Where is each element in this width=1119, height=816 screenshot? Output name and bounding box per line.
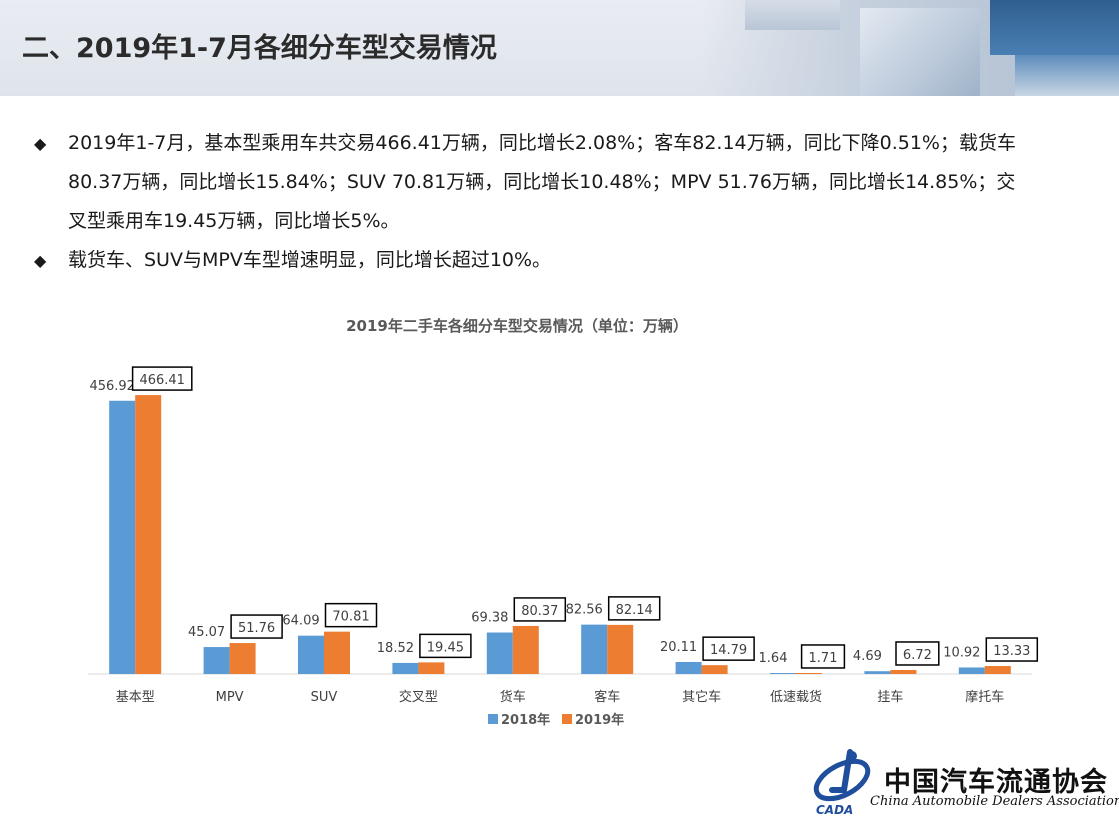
x-tick-label: 货车 <box>500 689 526 705</box>
decorative-cube <box>745 0 840 30</box>
legend-label-2018: 2018年 <box>501 712 550 728</box>
bar-2019 <box>890 669 917 674</box>
data-label-2018: 18.52 <box>377 641 414 656</box>
data-label-2018: 45.07 <box>188 625 225 640</box>
bullet-list: ◆ 2019年1-7月，基本型乘用车共交易466.41万辆，同比增长2.08%；… <box>34 124 1034 280</box>
data-label-box <box>702 636 755 661</box>
data-label-2019: 14.79 <box>710 643 747 658</box>
bar-2019 <box>607 624 634 674</box>
bar-2019 <box>418 662 445 674</box>
data-label-2019: 19.45 <box>427 640 464 655</box>
bullet-item: ◆ 载货车、SUV与MPV车型增速明显，同比增长超过10%。 <box>34 241 1034 280</box>
x-tick-label: SUV <box>311 690 338 705</box>
bar-2019 <box>512 625 539 674</box>
data-label-2018: 69.38 <box>471 611 508 626</box>
data-label-box <box>607 596 661 621</box>
bar-2018 <box>109 400 136 674</box>
data-label-box <box>324 602 378 628</box>
data-label-2019: 80.37 <box>521 604 558 619</box>
bar-2018 <box>675 661 702 674</box>
cada-logo: CADA 中国汽车流通协会 China Automobile Dealers A… <box>808 742 1119 816</box>
bullet-text: 载货车、SUV与MPV车型增速明显，同比增长超过10%。 <box>68 249 552 271</box>
data-label-box <box>419 633 472 659</box>
header-band: 二、2019年1-7月各细分车型交易情况 <box>0 0 1119 96</box>
association-name: 中国汽车流通协会 <box>884 767 1108 798</box>
bar-2018 <box>581 624 608 674</box>
bar-2019 <box>984 666 1011 674</box>
bar-2018 <box>770 673 796 674</box>
data-label-2018: 82.56 <box>566 603 603 618</box>
diamond-bullet-icon: ◆ <box>34 134 47 153</box>
bar-2018 <box>864 671 891 674</box>
bar-2018 <box>298 635 324 674</box>
data-label-2018: 4.69 <box>853 649 882 664</box>
x-tick-label: 客车 <box>594 689 620 705</box>
legend-swatch-2018 <box>488 714 498 724</box>
bar-2019 <box>796 672 822 674</box>
bullet-text: 2019年1-7月，基本型乘用车共交易466.41万辆，同比增长2.08%；客车… <box>68 132 1016 232</box>
bar-2019 <box>324 631 350 674</box>
bar-2019 <box>135 395 162 674</box>
data-label-2018: 1.64 <box>759 651 788 666</box>
data-label-2019: 70.81 <box>332 610 369 625</box>
data-label-2019: 466.41 <box>139 373 185 388</box>
data-label-2018: 456.92 <box>89 379 135 394</box>
diamond-bullet-icon: ◆ <box>34 251 47 270</box>
data-label-2018: 20.11 <box>660 640 697 655</box>
bar-2019 <box>229 643 256 674</box>
data-label-2019: 6.72 <box>903 648 932 663</box>
legend-label-2019: 2019年 <box>575 712 624 728</box>
bar-chart: 2019年二手车各细分车型交易情况（单位：万辆） 基本型 456.92 466.41… <box>88 317 1039 728</box>
data-label-2018: 10.92 <box>943 645 980 660</box>
data-label-box <box>230 614 283 639</box>
data-label-2019: 51.76 <box>238 621 275 636</box>
page-title: 二、2019年1-7月各细分车型交易情况 <box>22 33 497 64</box>
data-label-2019: 13.33 <box>993 644 1030 659</box>
bullet-item: ◆ 2019年1-7月，基本型乘用车共交易466.41万辆，同比增长2.08%；… <box>34 124 1034 241</box>
decorative-cube <box>860 8 980 96</box>
x-tick-label: 低速载货 <box>770 689 822 705</box>
bar-2018 <box>486 632 513 674</box>
x-tick-label: 摩托车 <box>965 689 1004 705</box>
bar-2018 <box>958 667 985 674</box>
data-label-box <box>800 644 846 669</box>
x-tick-label: 其它车 <box>682 689 721 705</box>
data-label-box <box>131 366 193 391</box>
legend-swatch-2019 <box>562 714 572 724</box>
cada-abbr: CADA <box>816 803 853 816</box>
bar-2019 <box>701 665 728 674</box>
x-tick-label: 基本型 <box>116 690 155 705</box>
chart-title: 2019年二手车各细分车型交易情况（单位：万辆） <box>346 317 688 335</box>
data-label-2018: 64.09 <box>282 614 319 629</box>
data-label-2019: 1.71 <box>809 651 838 666</box>
data-label-box <box>895 641 940 666</box>
x-tick-label: MPV <box>216 690 244 705</box>
decorative-cube <box>990 0 1119 55</box>
association-english-name: China Automobile Dealers Association <box>870 794 1119 809</box>
x-tick-label: 交叉型 <box>399 689 438 705</box>
bar-2018 <box>392 662 419 674</box>
data-label-box <box>985 637 1039 662</box>
chart-legend: 2018年 2019年 <box>488 712 624 728</box>
data-label-2019: 82.14 <box>616 603 653 618</box>
bar-2018 <box>203 647 230 674</box>
x-tick-label: 挂车 <box>877 689 903 705</box>
cada-emblem-icon: CADA <box>813 749 871 816</box>
data-label-box <box>513 597 567 622</box>
decorative-cube <box>1015 55 1119 96</box>
